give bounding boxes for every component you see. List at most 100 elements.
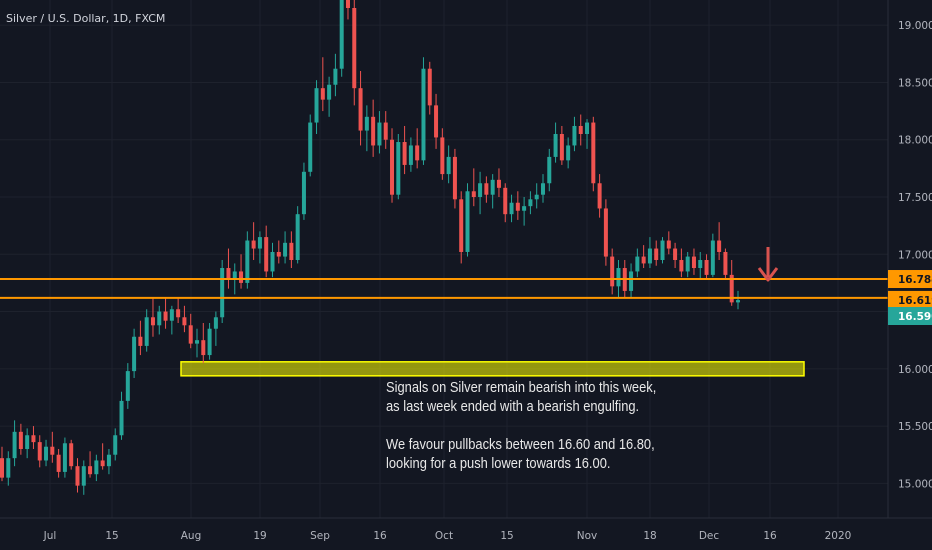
candle	[660, 237, 665, 264]
candle	[31, 426, 36, 449]
candle	[534, 183, 539, 209]
price-tick: 17.500	[898, 192, 932, 204]
candle	[201, 323, 206, 364]
candle	[559, 125, 564, 165]
price-label-text: 16.619	[898, 295, 932, 307]
candle	[509, 194, 514, 223]
support-zone	[180, 361, 805, 377]
candle	[635, 248, 640, 278]
candle	[528, 191, 533, 215]
candle	[390, 128, 395, 203]
time-tick: Sep	[310, 530, 330, 542]
candle	[125, 363, 130, 409]
price-label-text: 16.784	[898, 274, 932, 286]
candle	[100, 443, 105, 470]
candle	[251, 222, 256, 260]
candle	[358, 71, 363, 146]
candle	[402, 125, 407, 175]
price-axis[interactable]	[888, 0, 932, 518]
candle	[729, 260, 734, 306]
candle	[283, 231, 288, 264]
candle	[522, 197, 527, 226]
note-line-1: Signals on Silver remain bearish into th…	[386, 379, 657, 396]
candle	[352, 0, 357, 106]
candle	[698, 251, 703, 280]
candle	[345, 0, 350, 20]
candle	[37, 435, 42, 468]
candle	[150, 297, 155, 337]
candle	[245, 231, 250, 289]
candle	[289, 231, 294, 269]
time-tick: 15	[500, 530, 513, 542]
candles	[0, 0, 740, 495]
candle	[641, 245, 646, 269]
candle	[383, 111, 388, 149]
candle	[691, 248, 696, 275]
candle	[270, 242, 275, 278]
candle	[132, 328, 137, 378]
candle	[547, 148, 552, 192]
price-label-box	[888, 307, 932, 325]
candle	[25, 428, 30, 459]
candle	[106, 449, 111, 475]
candle	[471, 168, 476, 207]
time-tick: Jul	[43, 530, 57, 542]
candle	[654, 240, 659, 266]
price-label-box	[888, 270, 932, 289]
candle	[364, 105, 369, 152]
candle	[377, 111, 382, 154]
candle	[69, 439, 74, 470]
candle	[188, 313, 193, 349]
candle	[0, 446, 4, 482]
price-label-box	[888, 290, 932, 309]
candle	[459, 191, 464, 264]
candle	[295, 206, 300, 264]
note-line-4: looking for a push lower towards 16.00.	[386, 455, 611, 472]
price-tick: 15.500	[898, 421, 932, 433]
candle	[239, 254, 244, 289]
candle	[113, 428, 118, 461]
candle	[478, 171, 483, 215]
candle	[647, 237, 652, 269]
candle	[704, 254, 709, 280]
candle	[138, 320, 143, 356]
candle	[6, 451, 11, 486]
candle	[717, 222, 722, 260]
candle	[333, 53, 338, 97]
candle	[327, 76, 332, 117]
chart-title: Silver / U.S. Dollar, 1D, FXCM	[6, 12, 166, 25]
candle	[578, 114, 583, 146]
price-label-text: 16.590	[898, 311, 932, 323]
candle	[396, 134, 401, 200]
candle	[427, 61, 432, 115]
candle	[44, 439, 49, 467]
candle	[566, 137, 571, 169]
candle	[62, 437, 67, 478]
time-tick: 2020	[825, 530, 852, 542]
time-tick: 16	[763, 530, 777, 542]
candle	[157, 305, 162, 335]
candle	[446, 145, 451, 184]
time-tick: 15	[105, 530, 118, 542]
candle	[408, 137, 413, 172]
candle	[220, 260, 225, 323]
candle	[207, 323, 212, 360]
candle	[685, 251, 690, 278]
candle	[195, 328, 200, 358]
candle	[371, 99, 376, 157]
candle	[415, 128, 420, 169]
candle	[81, 460, 86, 495]
candle	[144, 309, 149, 352]
candle	[597, 174, 602, 218]
price-tick: 16.000	[898, 364, 932, 376]
candle	[176, 297, 181, 323]
price-tick: 19.000	[898, 20, 932, 32]
candle	[540, 174, 545, 203]
candle	[723, 248, 728, 280]
candle	[503, 183, 508, 223]
candle	[679, 248, 684, 278]
candle	[320, 57, 325, 112]
price-tick: 18.000	[898, 135, 932, 147]
analysis-note: Signals on Silver remain bearish into th…	[386, 378, 656, 473]
